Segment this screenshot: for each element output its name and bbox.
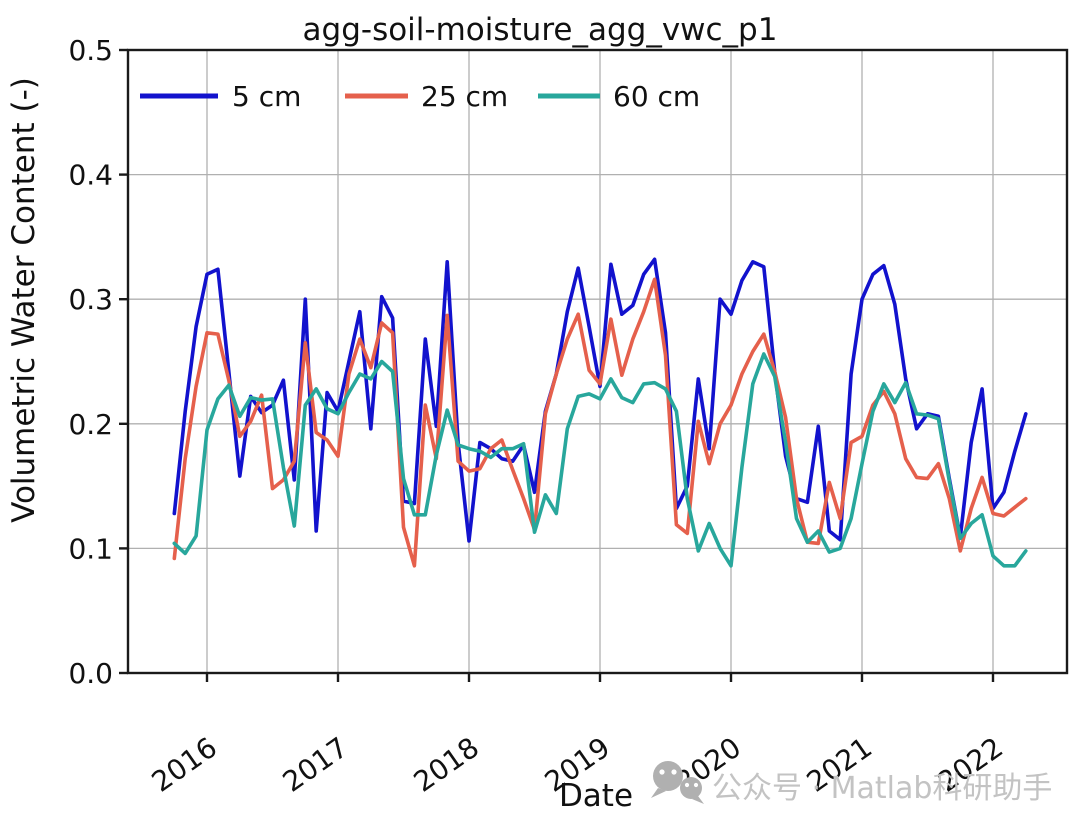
y-tick-label: 0.1 <box>68 532 113 565</box>
chart-title: agg-soil-moisture_agg_vwc_p1 <box>303 12 778 48</box>
y-tick-label: 0.2 <box>68 408 113 441</box>
axis-ticks <box>119 48 995 682</box>
plot-frame <box>126 48 1069 675</box>
series-line-5cm <box>172 257 1028 543</box>
legend-label-60cm: 60 cm <box>613 80 700 113</box>
x-tick-label: 2018 <box>408 731 485 799</box>
legend-label-5cm: 5 cm <box>232 80 301 113</box>
y-tick-label: 0.5 <box>68 34 113 67</box>
x-tick-label: 2017 <box>277 731 354 799</box>
y-tick-label: 0.3 <box>68 283 113 316</box>
series-line-60cm <box>172 352 1028 568</box>
wechat-icon <box>651 761 704 804</box>
data-series <box>172 257 1028 568</box>
watermark: 公众号 · Matlab科研助手 <box>651 761 1052 806</box>
watermark-text: 公众号 · Matlab科研助手 <box>712 771 1052 806</box>
x-tick-label: 2016 <box>146 731 223 799</box>
grid-lines <box>128 50 1067 673</box>
y-tick-label: 0.0 <box>68 657 113 690</box>
x-axis-label: Date <box>559 778 633 814</box>
series-line-25cm <box>172 277 1028 568</box>
legend: 5 cm 25 cm 60 cm <box>140 80 700 113</box>
y-tick-label: 0.4 <box>68 159 113 192</box>
legend-label-25cm: 25 cm <box>421 80 508 113</box>
y-axis-label: Volumetric Water Content (-) <box>6 77 42 523</box>
